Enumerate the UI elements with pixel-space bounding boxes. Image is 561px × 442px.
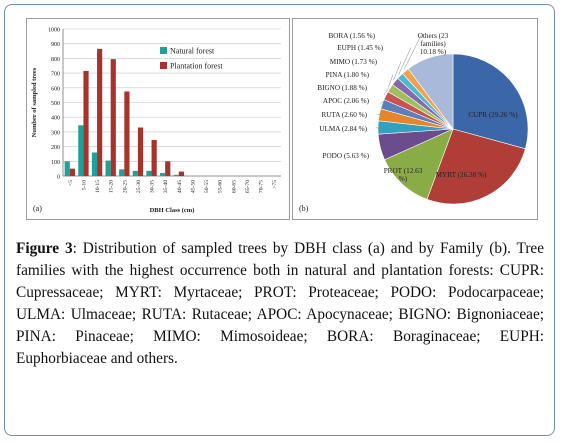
bar-plantation xyxy=(178,171,184,176)
x-tick-label: 35-40 xyxy=(163,180,169,193)
slice-label: 10.18 %) xyxy=(420,48,447,56)
legend-label: Natural forest xyxy=(170,47,215,56)
x-tick-label: 20-25 xyxy=(122,180,128,193)
x-tick-label: 30-35 xyxy=(150,180,156,193)
y-tick-label: 300 xyxy=(51,130,60,136)
figure-caption: Figure 3: Distribution of sampled trees … xyxy=(16,238,544,370)
slice-label: families) xyxy=(420,40,446,48)
slice-label: EUPH (1.45 %) xyxy=(337,44,383,52)
bar-natural xyxy=(64,161,70,176)
bar-plantation xyxy=(151,139,157,176)
y-axis-title: Number of sampled trees xyxy=(31,67,38,137)
x-tick-label: 55-60 xyxy=(218,180,224,193)
x-axis-title: DBH Class (cm) xyxy=(150,207,195,214)
bar-natural xyxy=(119,169,125,176)
slice-label: %) xyxy=(399,175,408,183)
leader-line xyxy=(398,47,412,75)
leader-line xyxy=(403,35,422,70)
x-tick-label: 10-15 xyxy=(95,180,101,193)
slice-label: RUTA (2.60 %) xyxy=(321,111,367,119)
x-tick-label: 40-45 xyxy=(177,180,183,193)
slice-label: BORA (1.56 %) xyxy=(328,32,375,40)
slice-label: CUPR (29.26 %) xyxy=(468,111,518,119)
bar-natural xyxy=(173,174,179,176)
leader-line xyxy=(380,100,386,104)
slice-label: APOC (2.06 %) xyxy=(323,97,370,105)
y-tick-label: 900 xyxy=(51,42,60,48)
leader-line xyxy=(383,87,390,95)
y-tick-label: 600 xyxy=(51,86,60,92)
pie-chart-svg: CUPR (29.26 %) MYRT (26.38 %) PROT (12.63%… xyxy=(299,32,529,213)
y-tick-label: 200 xyxy=(51,145,60,151)
bar-natural xyxy=(105,160,111,176)
x-tick-label: >75 xyxy=(272,180,278,189)
leader-line xyxy=(375,127,380,129)
y-tick-label: 100 xyxy=(51,160,60,166)
pie-slice xyxy=(407,53,454,130)
bar-natural xyxy=(91,152,98,176)
x-tick-label: 60-65 xyxy=(231,180,237,193)
legend-swatch xyxy=(160,62,167,69)
y-tick-label: 0 xyxy=(57,175,60,181)
slice-label: PINA (1.80 %) xyxy=(326,71,370,79)
bar-natural xyxy=(132,170,138,176)
panel-a-bar-chart: 0 100 200 300 400 500 600 700 800 900 1000 <5 5-10 10… xyxy=(26,18,290,220)
panel-b-pie-chart: CUPR (29.26 %) MYRT (26.38 %) PROT (12.63%… xyxy=(292,18,538,220)
bar-plantation xyxy=(124,91,130,176)
leader-line xyxy=(393,61,402,81)
bar-natural xyxy=(160,173,166,176)
slice-label: Others (23 xyxy=(418,32,449,40)
legend-swatch xyxy=(160,47,167,54)
y-tick-label: 700 xyxy=(51,72,60,78)
y-tick-label: 1000 xyxy=(48,28,60,34)
caption-text: : Distribution of sampled trees by DBH c… xyxy=(16,240,544,367)
panel-label: (b) xyxy=(299,204,309,213)
bar-plantation xyxy=(165,161,171,176)
bar-plantation xyxy=(83,70,89,176)
x-tick-label: 45-50 xyxy=(190,180,196,193)
x-tick-label: <5 xyxy=(68,180,74,186)
bar-plantation xyxy=(69,168,75,176)
slice-label: PODO (5.63 %) xyxy=(322,152,369,160)
panel-label: (a) xyxy=(33,204,42,213)
x-tick-label: 50-55 xyxy=(204,180,210,193)
slice-label: PROT (12.63 xyxy=(384,167,423,175)
bar-natural xyxy=(78,125,84,176)
pie-slice xyxy=(426,128,526,205)
x-tick-label: 65-70 xyxy=(245,180,251,193)
bar-natural xyxy=(146,170,152,176)
x-tick-label: 15-20 xyxy=(109,180,115,193)
x-tick-label: 25-30 xyxy=(136,180,142,193)
slice-label: BIGNO (1.88 %) xyxy=(317,84,367,92)
x-tick-label: 5-10 xyxy=(81,180,87,190)
y-tick-label: 500 xyxy=(51,101,60,107)
pie-slice xyxy=(384,128,454,200)
bar-plantation xyxy=(137,127,144,176)
y-tick-label: 400 xyxy=(51,116,60,122)
legend-label: Plantation forest xyxy=(170,62,223,71)
slice-label: MYRT (26.38 %) xyxy=(436,171,487,179)
x-tick-label: 70-75 xyxy=(259,180,265,193)
y-tick-label: 800 xyxy=(51,57,60,63)
bar-plantation xyxy=(110,59,116,177)
bar-plantation xyxy=(97,48,103,176)
slice-label: ULMA (2.84 %) xyxy=(319,125,367,133)
slice-label: MIMO (1.73 %) xyxy=(330,58,378,66)
leader-line xyxy=(388,74,394,88)
bar-chart-svg: 0 100 200 300 400 500 600 700 800 900 1000 <5 5-10 10… xyxy=(31,28,281,214)
figure-label: Figure 3 xyxy=(16,240,73,257)
pie-slice xyxy=(452,53,529,150)
